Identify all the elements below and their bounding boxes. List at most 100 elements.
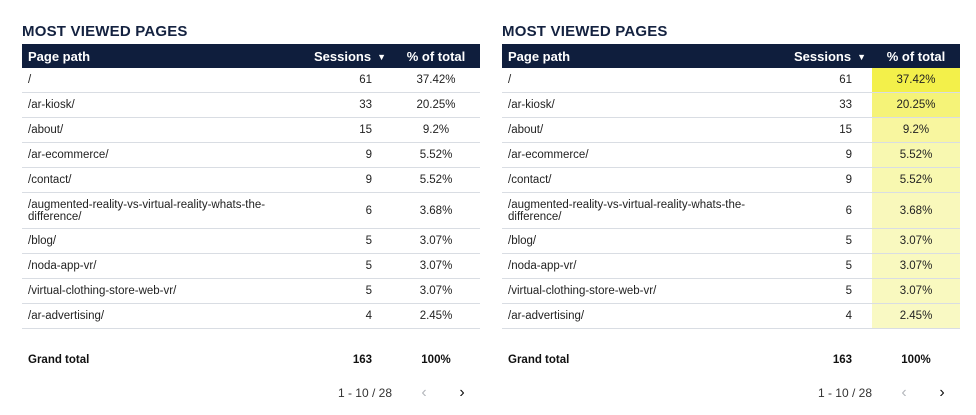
- pages-table: Page path Sessions ▼ % of total /61 37.42%…: [22, 44, 480, 379]
- page-path-cell: /about/: [502, 117, 787, 143]
- sessions-cell: 6: [307, 192, 392, 229]
- sessions-cell: 5: [787, 253, 872, 279]
- percent-of-total-cell: 5.52%: [392, 167, 480, 193]
- grand-total-sessions: 163: [832, 354, 852, 366]
- column-header-sessions[interactable]: Sessions ▼: [787, 44, 872, 68]
- grand-total-percent: 100%: [901, 354, 931, 366]
- page-path-cell: /virtual-clothing-store-web-vr/: [502, 278, 787, 304]
- page-path-cell: /: [22, 68, 307, 93]
- sessions-cell: 33: [307, 92, 392, 118]
- page-path-cell: /ar-kiosk/: [22, 92, 307, 118]
- pagination-range: 1 - 10 / 28: [817, 386, 872, 400]
- page-path-cell: /ar-ecommerce/: [22, 142, 307, 168]
- pagination: 1 - 10 / 28 ‹ ›: [502, 381, 960, 405]
- table-row[interactable]: /noda-app-vr/5 3.07%: [22, 253, 480, 279]
- percent-of-total-cell: 9.2%: [392, 117, 480, 143]
- table-row[interactable]: /augmented-reality-vs-virtual-reality-wh…: [22, 192, 480, 229]
- most-viewed-pages-panel: MOST VIEWED PAGES Page path Sessions ▼ % …: [22, 22, 480, 405]
- column-header-sessions-label: Sessions: [313, 48, 372, 64]
- column-header-page-path[interactable]: Page path: [22, 44, 307, 68]
- percent-of-total-cell: 3.68%: [392, 192, 480, 229]
- sessions-cell: 9: [307, 167, 392, 193]
- percent-of-total-cell: 3.07%: [872, 228, 960, 254]
- table-row[interactable]: /ar-kiosk/33 20.25%: [22, 92, 480, 118]
- table-row[interactable]: /virtual-clothing-store-web-vr/5 3.07%: [22, 278, 480, 304]
- table-header-row: Page path Sessions ▼ % of total: [502, 44, 960, 68]
- table-row[interactable]: /contact/9 5.52%: [22, 167, 480, 193]
- sessions-cell: 5: [307, 278, 392, 304]
- table-row[interactable]: /augmented-reality-vs-virtual-reality-wh…: [502, 192, 960, 229]
- page-path-cell: /blog/: [502, 228, 787, 254]
- table-row[interactable]: /61 37.42%: [22, 68, 480, 93]
- panel-title: MOST VIEWED PAGES: [502, 23, 668, 40]
- percent-of-total-cell: 37.42%: [392, 68, 480, 93]
- sessions-cell: 61: [787, 68, 872, 93]
- sort-descending-icon: ▼: [377, 51, 386, 62]
- percent-of-total-cell: 3.07%: [872, 253, 960, 279]
- grand-total-percent: 100%: [421, 354, 451, 366]
- page-path-cell: /noda-app-vr/: [502, 253, 787, 279]
- percent-of-total-cell: 2.45%: [872, 303, 960, 329]
- page-path-cell: /augmented-reality-vs-virtual-reality-wh…: [502, 192, 787, 229]
- percent-of-total-cell: 3.07%: [872, 278, 960, 304]
- table-row[interactable]: /ar-advertising/4 2.45%: [22, 303, 480, 329]
- grand-total-label: Grand total: [508, 354, 570, 366]
- sessions-cell: 4: [787, 303, 872, 329]
- sessions-cell: 15: [787, 117, 872, 143]
- sessions-cell: 5: [307, 253, 392, 279]
- table-row[interactable]: /about/15 9.2%: [22, 117, 480, 143]
- sessions-cell: 9: [787, 167, 872, 193]
- table-row[interactable]: /ar-ecommerce/9 5.52%: [502, 142, 960, 168]
- table-row[interactable]: /blog/5 3.07%: [502, 228, 960, 254]
- next-page-icon[interactable]: ›: [939, 384, 945, 401]
- page-path-cell: /virtual-clothing-store-web-vr/: [22, 278, 307, 304]
- previous-page-icon[interactable]: ‹: [901, 384, 907, 401]
- table-row[interactable]: /contact/9 5.52%: [502, 167, 960, 193]
- next-page-icon[interactable]: ›: [459, 384, 465, 401]
- page-path-cell: /contact/: [502, 167, 787, 193]
- page-path-cell: /ar-kiosk/: [502, 92, 787, 118]
- table-row[interactable]: /blog/5 3.07%: [22, 228, 480, 254]
- percent-of-total-cell: 5.52%: [872, 167, 960, 193]
- table-row[interactable]: /ar-ecommerce/9 5.52%: [22, 142, 480, 168]
- table-row[interactable]: /about/15 9.2%: [502, 117, 960, 143]
- grand-total-sessions: 163: [352, 354, 372, 366]
- previous-page-icon[interactable]: ‹: [421, 384, 427, 401]
- grand-total-label: Grand total: [28, 354, 90, 366]
- sessions-cell: 61: [307, 68, 392, 93]
- table-row[interactable]: /ar-kiosk/33 20.25%: [502, 92, 960, 118]
- column-header-page-path[interactable]: Page path: [502, 44, 787, 68]
- table-row[interactable]: /virtual-clothing-store-web-vr/5 3.07%: [502, 278, 960, 304]
- percent-of-total-cell: 20.25%: [392, 92, 480, 118]
- page-path-cell: /ar-advertising/: [502, 303, 787, 329]
- sessions-cell: 9: [787, 142, 872, 168]
- sessions-cell: 6: [787, 192, 872, 229]
- percent-of-total-cell: 37.42%: [872, 68, 960, 93]
- table-header-row: Page path Sessions ▼ % of total: [22, 44, 480, 68]
- percent-of-total-cell: 9.2%: [872, 117, 960, 143]
- sort-descending-icon: ▼: [857, 51, 866, 62]
- column-header-percent-of-total[interactable]: % of total: [392, 44, 480, 68]
- column-header-sessions-label: Sessions: [793, 48, 852, 64]
- page-path-cell: /augmented-reality-vs-virtual-reality-wh…: [22, 192, 307, 229]
- page-path-cell: /ar-ecommerce/: [502, 142, 787, 168]
- sessions-cell: 5: [307, 228, 392, 254]
- page-path-cell: /about/: [22, 117, 307, 143]
- column-header-sessions[interactable]: Sessions ▼: [307, 44, 392, 68]
- sessions-cell: 5: [787, 278, 872, 304]
- table-row[interactable]: /61 37.42%: [502, 68, 960, 93]
- page-path-cell: /noda-app-vr/: [22, 253, 307, 279]
- table-row[interactable]: /noda-app-vr/5 3.07%: [502, 253, 960, 279]
- page-path-cell: /: [502, 68, 787, 93]
- table-row[interactable]: /ar-advertising/4 2.45%: [502, 303, 960, 329]
- sessions-cell: 4: [307, 303, 392, 329]
- page-path-cell: /ar-advertising/: [22, 303, 307, 329]
- grand-total-row: Grand total 163 100%: [502, 329, 960, 380]
- column-header-percent-of-total[interactable]: % of total: [872, 44, 960, 68]
- percent-of-total-cell: 5.52%: [392, 142, 480, 168]
- percent-of-total-cell: 5.52%: [872, 142, 960, 168]
- sessions-cell: 33: [787, 92, 872, 118]
- percent-of-total-cell: 3.07%: [392, 278, 480, 304]
- pages-table: Page path Sessions ▼ % of total /61 37.42%…: [502, 44, 960, 379]
- percent-of-total-cell: 3.07%: [392, 228, 480, 254]
